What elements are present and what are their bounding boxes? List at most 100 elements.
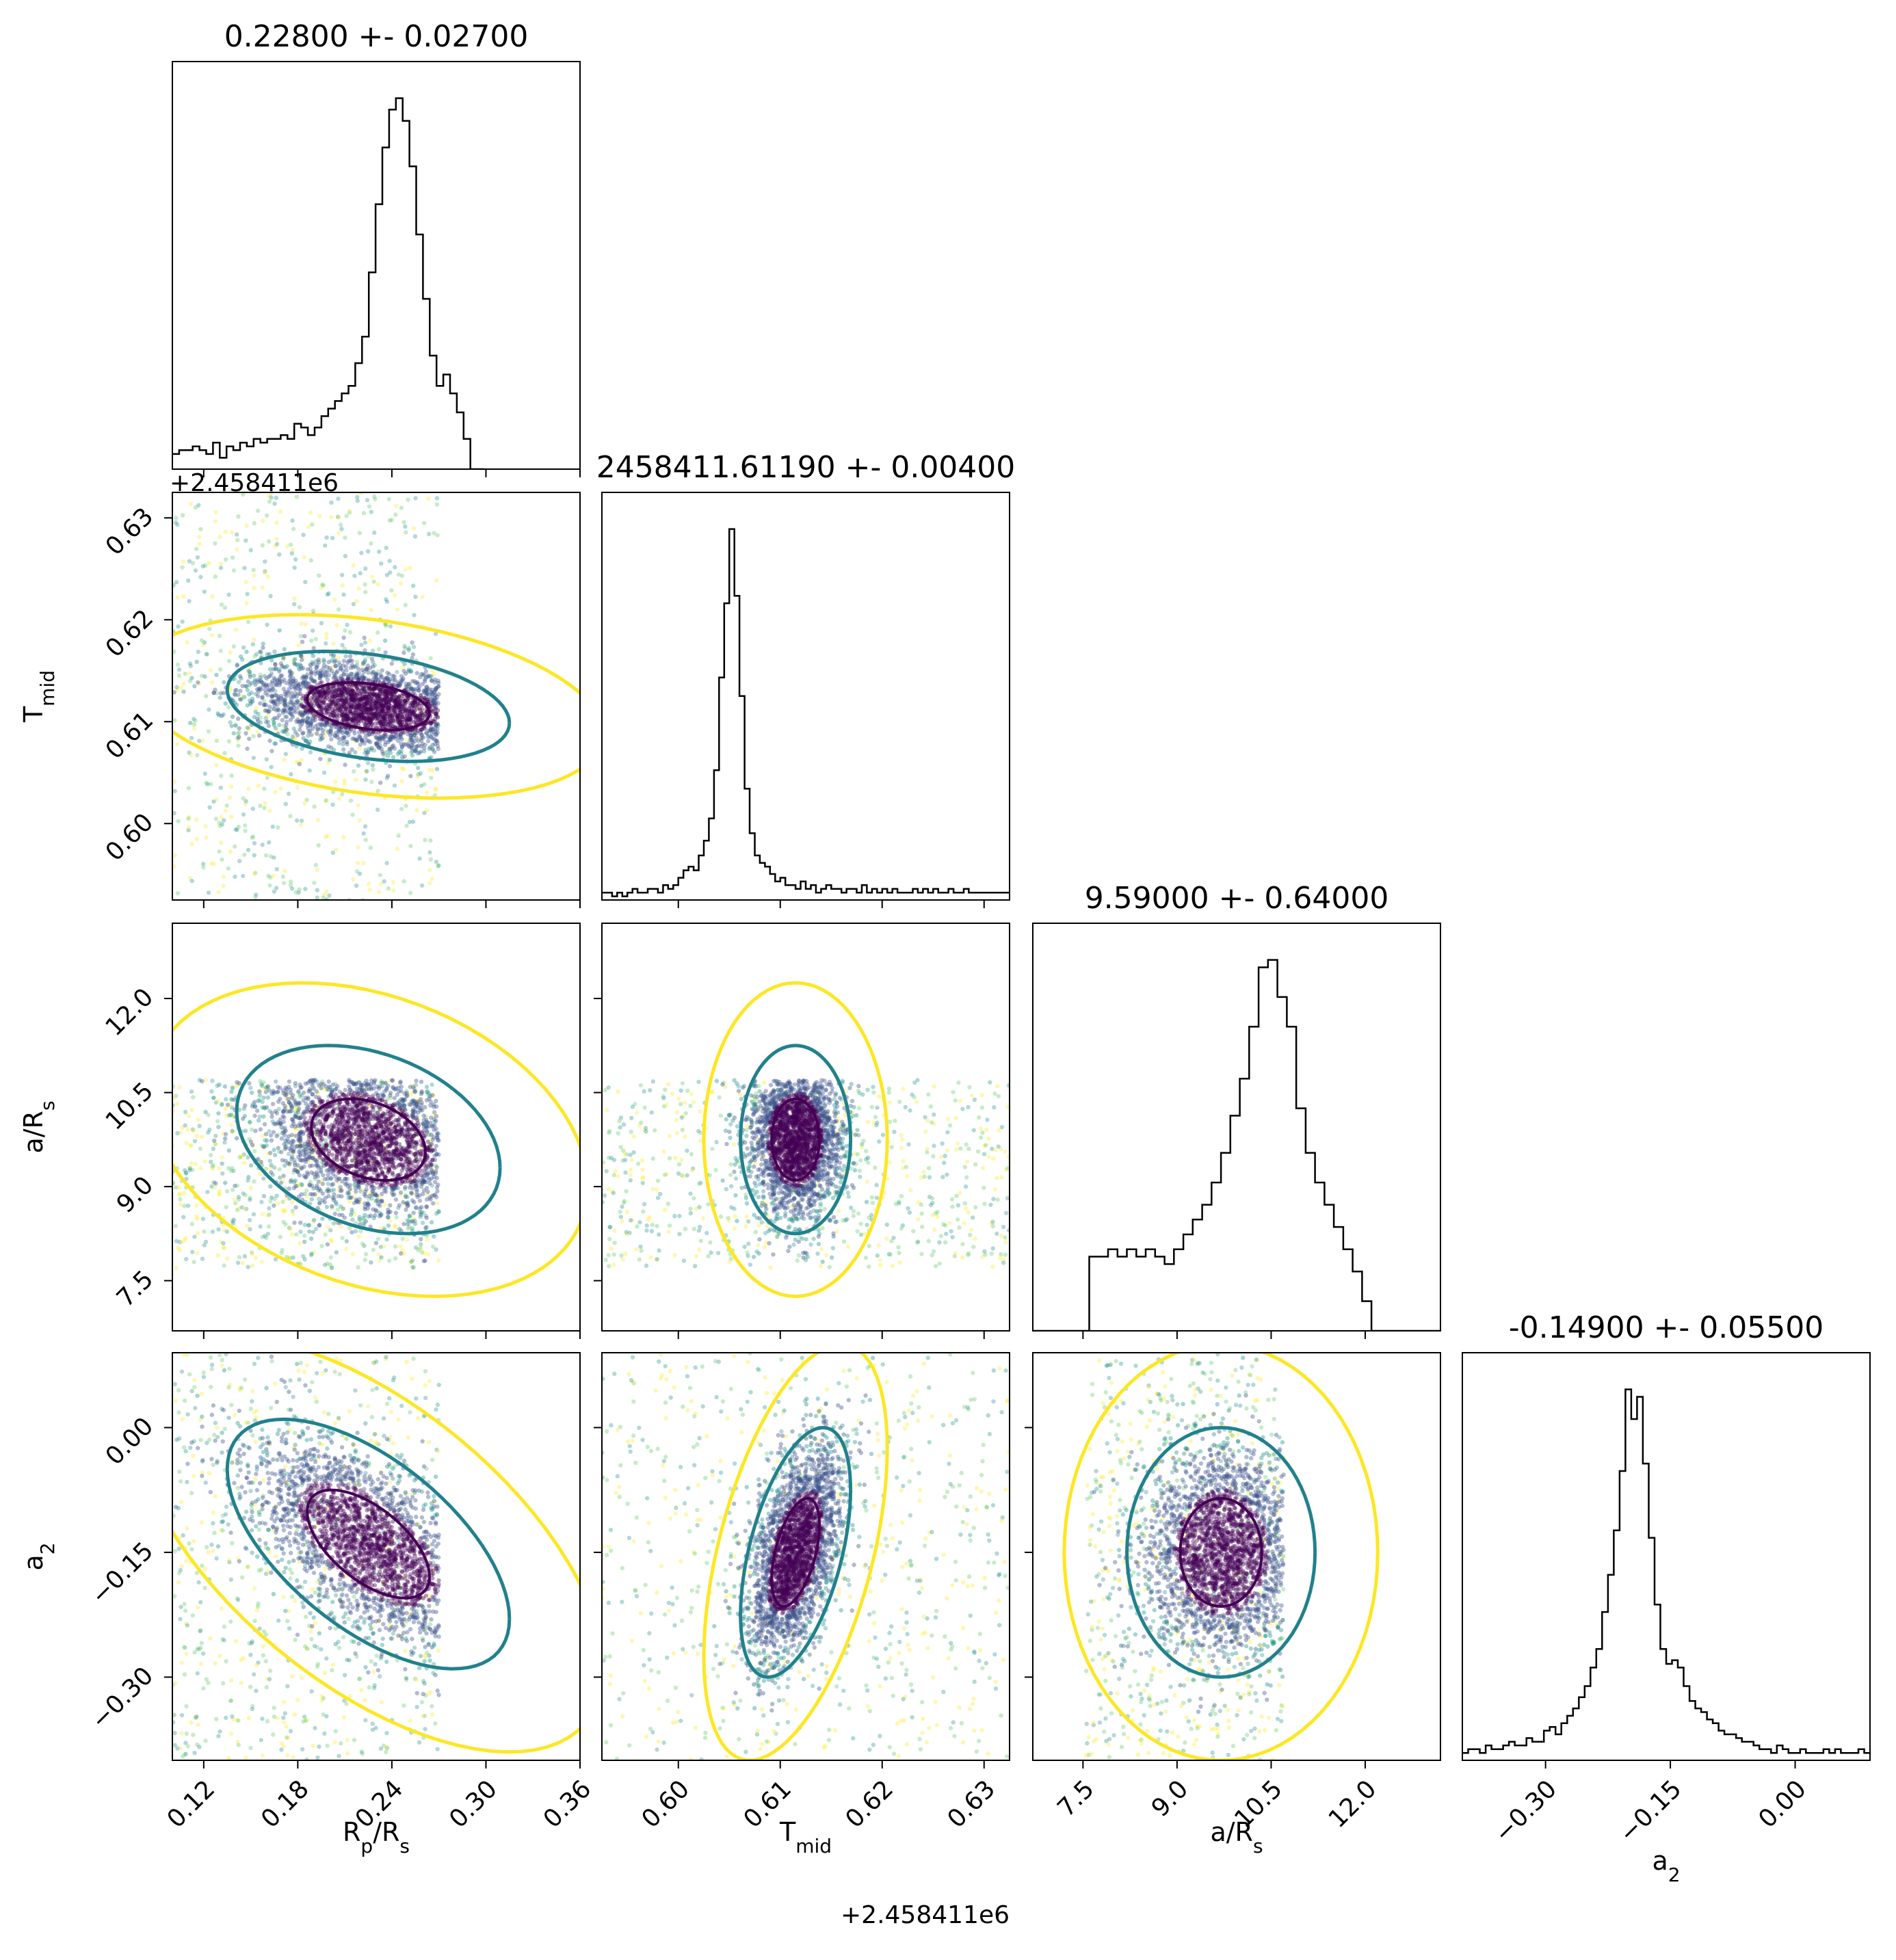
scatter-point [410, 1226, 414, 1231]
scatter-point [305, 672, 310, 677]
scatter-point [194, 659, 199, 665]
scatter-point [273, 726, 278, 731]
scatter-point [175, 687, 180, 692]
scatter-point [425, 697, 430, 702]
scatter-point [394, 704, 399, 710]
scatter-point [297, 605, 302, 610]
scatter-point [384, 860, 389, 866]
scatter-point [187, 598, 192, 604]
scatter-point [434, 723, 438, 728]
scatter-point [356, 730, 362, 735]
scatter-point [352, 739, 358, 744]
scatter-point [331, 691, 336, 696]
scatter-point [332, 698, 337, 703]
scatter-point [402, 1202, 407, 1206]
scatter-point [417, 715, 423, 720]
scatter-point [235, 731, 241, 737]
scatter-point [375, 706, 380, 711]
scatter-point [195, 1250, 200, 1256]
scatter-point [299, 666, 304, 671]
scatter-point [371, 691, 376, 696]
scatter-point [432, 737, 437, 741]
scatter-point [334, 670, 339, 675]
scatter-point [300, 639, 305, 644]
scatter-point [399, 779, 404, 784]
scatter-point [286, 1152, 291, 1156]
scatter-point [414, 706, 419, 711]
scatter-point [339, 705, 344, 710]
scatter-point [261, 698, 267, 704]
scatter-point [396, 703, 401, 708]
scatter-point [268, 1165, 273, 1170]
scatter-point [293, 1127, 298, 1132]
scatter-point [412, 719, 417, 725]
scatter-point [272, 706, 276, 711]
scatter-point [423, 675, 429, 680]
scatter-point [274, 495, 278, 501]
scatter-point [363, 734, 368, 740]
scatter-point [309, 696, 314, 700]
scatter-point [354, 706, 359, 711]
scatter-point [363, 1258, 368, 1262]
scatter-point [331, 710, 336, 715]
scatter-point [310, 712, 315, 717]
scatter-point [332, 694, 337, 699]
scatter-point [352, 676, 356, 681]
scatter-point [317, 676, 322, 681]
scatter-point [373, 693, 378, 698]
scatter-point [247, 698, 252, 703]
scatter-point [243, 823, 248, 828]
scatter-point [303, 739, 308, 743]
scatter-point [311, 1085, 315, 1090]
scatter-point [347, 510, 352, 515]
scatter-point [281, 687, 287, 691]
scatter-point [367, 704, 372, 709]
scatter-point [384, 702, 389, 707]
scatter-point [351, 715, 356, 721]
scatter-point [290, 715, 295, 719]
scatter-point [413, 594, 418, 599]
scatter-point [298, 681, 303, 687]
scatter-point [276, 729, 280, 734]
scatter-point [368, 720, 373, 725]
scatter-point [260, 1083, 265, 1088]
scatter-point [363, 708, 367, 713]
scatter-point [382, 677, 386, 683]
scatter-point [235, 538, 240, 542]
scatter-point [415, 1098, 421, 1103]
scatter-point [433, 726, 438, 730]
scatter-point [235, 1183, 240, 1188]
scatter-point [399, 1102, 404, 1108]
scatter-point [345, 677, 350, 683]
scatter-point [367, 685, 371, 691]
scatter-point [206, 890, 211, 895]
scatter-point [311, 1217, 317, 1223]
scatter-point [250, 834, 256, 839]
scatter-point [347, 1078, 352, 1083]
scatter-point [409, 669, 414, 674]
scatter-point [419, 1089, 424, 1094]
scatter-point [384, 699, 389, 704]
scatter-point [345, 730, 350, 736]
scatter-point [337, 687, 341, 692]
scatter-point [348, 658, 353, 663]
scatter-point [277, 683, 282, 688]
scatter-point [292, 684, 297, 689]
scatter-point [299, 758, 304, 763]
scatter-point [306, 681, 311, 686]
scatter-point [376, 1150, 381, 1154]
scatter-point [338, 729, 343, 734]
scatter-point [246, 725, 252, 730]
scatter-point [360, 663, 365, 667]
scatter-point [285, 702, 291, 707]
scatter-point [269, 658, 274, 663]
scatter-point [376, 677, 381, 683]
scatter-point [353, 1229, 358, 1234]
scatter-point [292, 737, 297, 741]
scatter-point [321, 583, 326, 587]
scatter-point [385, 708, 390, 713]
scatter-point [291, 1255, 295, 1260]
scatter-point [399, 751, 404, 756]
scatter-point [419, 1250, 425, 1255]
scatter-point [325, 1188, 330, 1193]
